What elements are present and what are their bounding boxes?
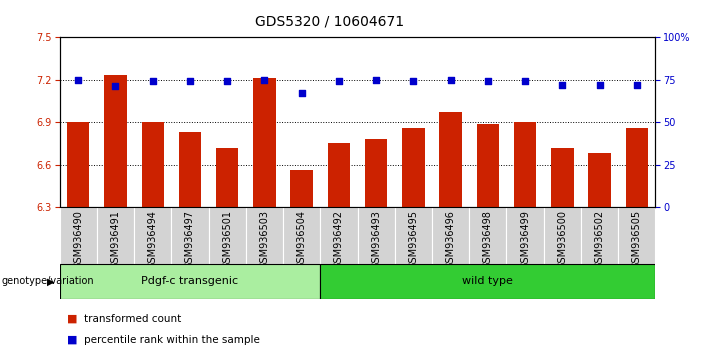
Bar bbox=[551, 148, 573, 207]
Bar bbox=[432, 207, 469, 264]
Bar bbox=[320, 207, 358, 264]
Text: wild type: wild type bbox=[463, 276, 513, 286]
Text: GSM936502: GSM936502 bbox=[594, 210, 604, 269]
Text: GSM936497: GSM936497 bbox=[185, 210, 195, 269]
Bar bbox=[626, 128, 648, 207]
Point bbox=[296, 90, 307, 96]
Text: GSM936503: GSM936503 bbox=[259, 210, 269, 269]
Bar bbox=[171, 207, 209, 264]
Text: GSM936493: GSM936493 bbox=[371, 210, 381, 269]
Bar bbox=[246, 207, 283, 264]
Bar bbox=[253, 78, 275, 207]
Text: ▶: ▶ bbox=[48, 276, 55, 286]
Bar bbox=[544, 207, 581, 264]
Text: ■: ■ bbox=[67, 314, 77, 324]
Bar bbox=[104, 75, 127, 207]
Bar bbox=[216, 148, 238, 207]
Point bbox=[333, 79, 344, 84]
Bar bbox=[320, 264, 655, 299]
Point bbox=[371, 77, 382, 82]
Bar bbox=[365, 139, 387, 207]
Point bbox=[519, 79, 531, 84]
Point bbox=[73, 77, 84, 82]
Text: GSM936499: GSM936499 bbox=[520, 210, 530, 269]
Bar bbox=[440, 112, 462, 207]
Bar bbox=[142, 122, 164, 207]
Point bbox=[259, 77, 270, 82]
Bar bbox=[97, 207, 134, 264]
Point bbox=[110, 84, 121, 89]
Bar bbox=[395, 207, 432, 264]
Point bbox=[482, 79, 494, 84]
Text: Pdgf-c transgenic: Pdgf-c transgenic bbox=[142, 276, 238, 286]
Bar bbox=[402, 128, 425, 207]
Text: GDS5320 / 10604671: GDS5320 / 10604671 bbox=[255, 14, 404, 28]
Bar bbox=[469, 207, 506, 264]
Text: GSM936494: GSM936494 bbox=[148, 210, 158, 269]
Text: genotype/variation: genotype/variation bbox=[1, 276, 94, 286]
Text: GSM936505: GSM936505 bbox=[632, 210, 642, 269]
Text: percentile rank within the sample: percentile rank within the sample bbox=[84, 335, 260, 345]
Point bbox=[445, 77, 456, 82]
Text: GSM936492: GSM936492 bbox=[334, 210, 344, 269]
Point bbox=[222, 79, 233, 84]
Bar bbox=[618, 207, 655, 264]
Text: GSM936496: GSM936496 bbox=[446, 210, 456, 269]
Bar bbox=[358, 207, 395, 264]
Bar bbox=[514, 122, 536, 207]
Bar bbox=[283, 207, 320, 264]
Bar bbox=[60, 264, 320, 299]
Text: transformed count: transformed count bbox=[84, 314, 182, 324]
Bar bbox=[179, 132, 201, 207]
Text: GSM936500: GSM936500 bbox=[557, 210, 567, 269]
Bar bbox=[328, 143, 350, 207]
Bar bbox=[506, 207, 544, 264]
Bar bbox=[477, 124, 499, 207]
Text: GSM936504: GSM936504 bbox=[297, 210, 306, 269]
Bar bbox=[581, 207, 618, 264]
Text: ■: ■ bbox=[67, 335, 77, 345]
Point bbox=[594, 82, 605, 87]
Text: GSM936501: GSM936501 bbox=[222, 210, 232, 269]
Point bbox=[631, 82, 642, 87]
Text: GSM936495: GSM936495 bbox=[409, 210, 418, 269]
Bar bbox=[67, 122, 90, 207]
Bar bbox=[209, 207, 246, 264]
Text: GSM936498: GSM936498 bbox=[483, 210, 493, 269]
Text: GSM936490: GSM936490 bbox=[73, 210, 83, 269]
Bar bbox=[134, 207, 171, 264]
Point bbox=[557, 82, 568, 87]
Bar bbox=[290, 170, 313, 207]
Point bbox=[184, 79, 196, 84]
Text: GSM936491: GSM936491 bbox=[111, 210, 121, 269]
Bar bbox=[588, 153, 611, 207]
Bar bbox=[60, 207, 97, 264]
Point bbox=[408, 79, 419, 84]
Point bbox=[147, 79, 158, 84]
